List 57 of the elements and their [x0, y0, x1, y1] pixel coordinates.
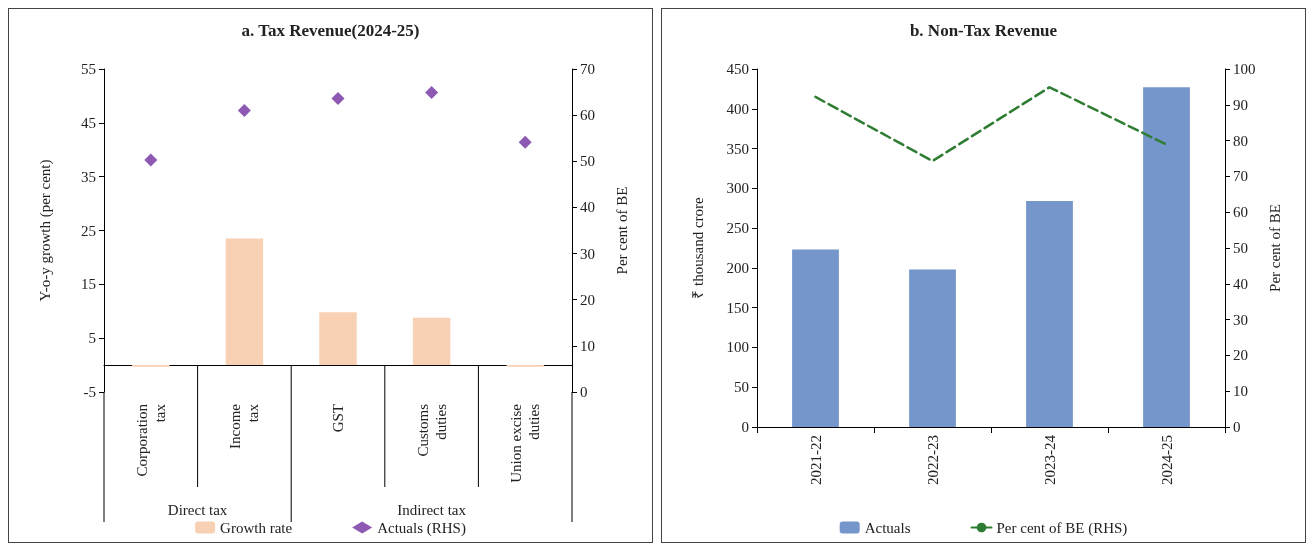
y2-tick-label: 30 — [1233, 311, 1248, 328]
y2-tick-label: 50 — [1233, 240, 1248, 256]
chart-title: b. Non-Tax Revenue — [909, 21, 1058, 40]
y2-tick-label: 60 — [1233, 204, 1248, 221]
legend-label: Growth rate — [220, 519, 293, 536]
x-tick-label: 2023-24 — [1041, 434, 1058, 485]
y-tick-label: 400 — [726, 100, 749, 117]
y2-tick-label: 60 — [580, 107, 595, 124]
y2-axis-title: Per cent of BE — [613, 186, 630, 275]
y2-tick-label: 90 — [1233, 96, 1248, 113]
y2-tick-label: 50 — [580, 153, 595, 170]
x-tick-label: 2022-23 — [924, 435, 941, 485]
y-tick-label: 55 — [81, 61, 96, 77]
y2-tick-label: 20 — [1233, 347, 1248, 364]
text: Direct tax — [167, 501, 228, 518]
y-tick-label: 15 — [81, 276, 96, 293]
y2-tick-label: 0 — [580, 384, 588, 400]
y-tick-label: 5 — [88, 330, 96, 347]
x-tick-label: Union excise duties — [508, 403, 543, 483]
y-tick-label: 350 — [726, 140, 749, 157]
y-tick-label: 25 — [81, 222, 96, 239]
legend-label: Actuals — [864, 519, 911, 536]
y2-tick-label: 10 — [1233, 383, 1248, 400]
x-tick-label: 2021-22 — [807, 435, 824, 485]
y2-tick-label: 70 — [580, 61, 595, 77]
x-tick-label: GST — [330, 404, 346, 433]
y-axis-title: ₹ thousand crore — [689, 196, 706, 299]
chart-title: a. Tax Revenue(2024-25) — [241, 21, 420, 40]
y-tick-label: 200 — [726, 259, 749, 276]
text: Indirect tax — [397, 501, 467, 518]
y-tick-label: -5 — [83, 384, 96, 400]
legend-label: Per cent of BE (RHS) — [996, 519, 1128, 537]
y2-tick-label: 20 — [580, 291, 595, 308]
y-tick-label: 0 — [741, 419, 749, 435]
y2-tick-label: 10 — [580, 337, 595, 354]
y-tick-label: 450 — [726, 61, 749, 77]
y-tick-label: 300 — [726, 180, 749, 197]
x-tick-label: Income tax — [227, 403, 262, 449]
x-tick-label: 2024-25 — [1158, 435, 1175, 485]
y-axis-title: Y-o-y growth (per cent) — [36, 159, 54, 302]
y2-tick-label: 40 — [580, 199, 595, 216]
y-tick-label: 35 — [81, 168, 96, 185]
legend-label: Actuals (RHS) — [377, 519, 466, 537]
y-tick-label: 50 — [734, 379, 749, 396]
y-tick-label: 150 — [726, 299, 749, 316]
y2-tick-label: 30 — [580, 245, 595, 262]
y-tick-label: 100 — [726, 339, 749, 356]
y-tick-label: 45 — [81, 114, 96, 131]
y-tick-label: 250 — [726, 220, 749, 237]
y2-tick-label: 70 — [1233, 168, 1248, 185]
x-tick-label: Customs duties — [414, 403, 449, 457]
y2-tick-label: 0 — [1233, 419, 1241, 435]
y2-tick-label: 100 — [1233, 61, 1256, 77]
y2-tick-label: 80 — [1233, 132, 1248, 149]
x-tick-label: Corporation tax — [133, 403, 168, 477]
y2-axis-title: Per cent of BE — [1266, 204, 1283, 292]
y2-tick-label: 40 — [1233, 275, 1248, 292]
